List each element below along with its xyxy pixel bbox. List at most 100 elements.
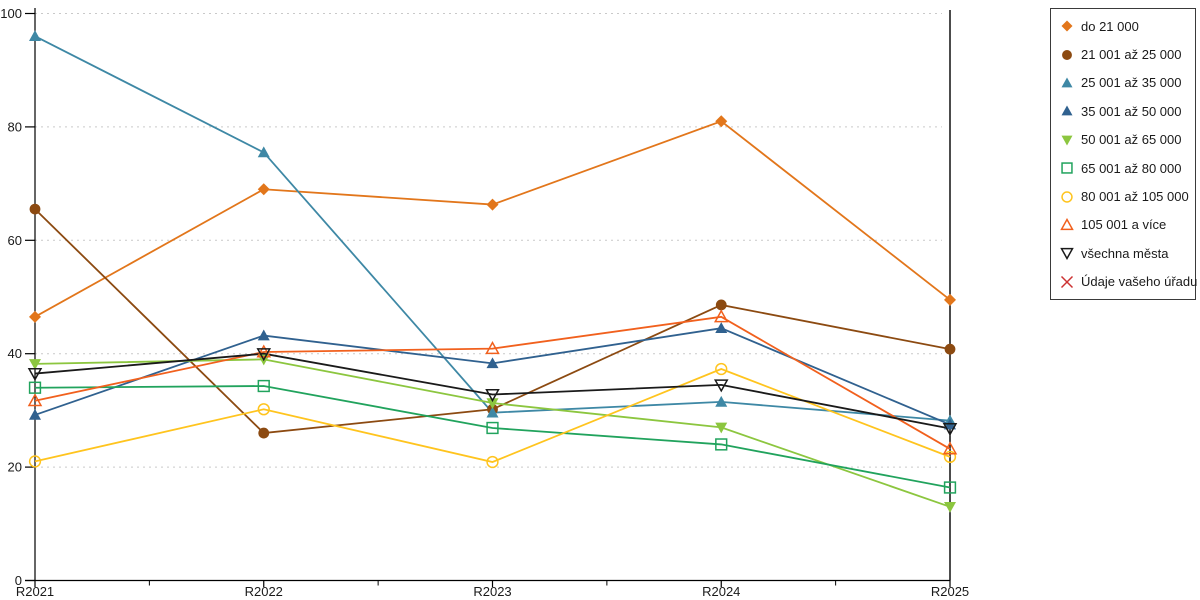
data-point-s8-R2021	[27, 367, 43, 382]
y-tick-label: 60	[8, 233, 22, 248]
circle-marker-icon	[28, 455, 42, 468]
triangle-down-marker-icon	[27, 367, 43, 382]
triangle-up-marker-icon	[256, 344, 272, 358]
legend-item-8: všechna města	[1051, 239, 1195, 267]
triangle-down-marker-icon	[713, 379, 729, 393]
data-point-s3-R2024	[715, 322, 728, 333]
legend-item-9: Údaje vašeho úřadu	[1051, 268, 1198, 296]
data-point-s6-R2024	[715, 362, 728, 376]
data-point-s8-R2022	[256, 348, 272, 362]
data-point-s5-R2023	[486, 421, 499, 435]
diamond-marker-icon	[944, 293, 956, 306]
x-tick-label: R2023	[473, 584, 511, 599]
legend-item-4: 50 001 až 65 000	[1051, 126, 1195, 154]
circle-marker-icon	[715, 299, 727, 311]
x-tick-label: R2022	[245, 584, 283, 599]
square-marker-icon	[943, 481, 957, 494]
legend-item-label: Údaje vašeho úřadu	[1081, 274, 1198, 290]
triangle-down-marker-icon	[1061, 135, 1073, 146]
data-point-s5-R2024	[715, 438, 728, 451]
data-point-s7-R2025	[942, 441, 958, 455]
legend-marker-icon	[1061, 105, 1073, 116]
data-point-s7-R2024	[713, 309, 729, 323]
data-point-s6-R2023	[486, 455, 499, 469]
legend-item-7: 105 001 a více	[1051, 211, 1195, 239]
triangle-down-marker-icon	[944, 501, 956, 513]
x-tick-label: R2025	[931, 584, 969, 599]
data-point-s1-R2024	[715, 299, 727, 311]
data-point-s5-R2021	[28, 381, 42, 394]
square-marker-icon	[257, 379, 270, 393]
triangle-up-marker-icon	[713, 309, 729, 323]
data-point-s2-R2021	[29, 30, 41, 41]
legend-item-label: do 21 000	[1081, 18, 1139, 34]
y-tick-label: 0	[15, 573, 22, 588]
legend-item-label: 80 001 až 105 000	[1081, 189, 1189, 205]
triangle-up-marker-icon	[486, 357, 499, 369]
legend-item-label: 65 001 až 80 000	[1081, 160, 1182, 176]
data-point-s3-R2022	[257, 329, 270, 341]
legend-marker-icon	[1061, 20, 1073, 32]
triangle-up-marker-icon	[257, 146, 270, 158]
data-point-s5-R2022	[257, 379, 270, 393]
legend-item-label: 50 001 až 65 000	[1081, 132, 1182, 148]
data-point-s0-R2021	[29, 310, 41, 323]
legend-item-label: všechna města	[1081, 245, 1169, 261]
circle-marker-icon	[258, 427, 270, 439]
legend-item-0: do 21 000	[1051, 12, 1195, 40]
legend-item-label: 21 001 až 25 000	[1081, 47, 1182, 63]
series-line-6	[34, 368, 951, 463]
legend-item-label: 25 001 až 35 000	[1081, 75, 1182, 91]
data-point-s4-R2021	[29, 359, 41, 370]
triangle-down-marker-icon	[486, 398, 499, 410]
data-point-s0-R2022	[257, 183, 270, 196]
triangle-up-marker-icon	[29, 408, 41, 420]
triangle-down-marker-icon	[942, 422, 958, 437]
triangle-up-marker-icon	[715, 395, 728, 407]
circle-marker-icon	[29, 203, 41, 215]
legend-item-5: 65 001 až 80 000	[1051, 154, 1195, 182]
y-tick-label: 100	[0, 6, 22, 21]
triangle-up-marker-icon	[715, 322, 728, 333]
circle-marker-icon	[1062, 49, 1072, 60]
triangle-down-marker-icon	[1060, 248, 1074, 261]
x-tick-label: R2021	[16, 584, 54, 599]
data-point-s8-R2025	[942, 422, 958, 437]
y-tick-label: 20	[8, 460, 22, 475]
triangle-up-marker-icon	[1060, 217, 1074, 231]
data-point-s6-R2021	[28, 455, 42, 468]
data-point-s8-R2024	[713, 379, 729, 393]
circle-marker-icon	[1061, 190, 1073, 203]
data-point-s4-R2024	[715, 422, 728, 434]
data-point-s3-R2021	[29, 408, 41, 420]
data-point-s6-R2022	[257, 403, 270, 416]
legend-marker-icon	[1061, 135, 1073, 146]
triangle-up-marker-icon	[257, 329, 270, 341]
data-point-s6-R2025	[943, 450, 957, 464]
data-point-s0-R2024	[715, 115, 728, 128]
series-line-8	[34, 352, 951, 430]
triangle-down-marker-icon	[29, 359, 41, 370]
y-tick-label: 40	[8, 346, 22, 361]
data-point-s3-R2023	[486, 357, 499, 369]
diamond-marker-icon	[715, 115, 728, 128]
data-point-s2-R2024	[715, 395, 728, 407]
circle-marker-icon	[486, 455, 499, 469]
data-point-s0-R2025	[944, 293, 956, 306]
data-point-s4-R2025	[944, 501, 956, 513]
legend-item-6: 80 001 až 105 000	[1051, 182, 1195, 210]
triangle-up-marker-icon	[1061, 105, 1073, 116]
data-point-s1-R2021	[29, 203, 41, 215]
data-point-s2-R2023	[486, 406, 499, 418]
square-marker-icon	[1061, 162, 1073, 174]
triangle-up-marker-icon	[29, 30, 41, 41]
series-line-5	[34, 385, 951, 489]
circle-marker-icon	[943, 450, 957, 464]
legend-marker-icon	[1062, 49, 1072, 60]
x-marker-icon	[1060, 275, 1074, 288]
legend-item-2: 25 001 až 35 000	[1051, 69, 1195, 97]
data-point-s1-R2022	[258, 427, 270, 439]
diamond-marker-icon	[29, 310, 41, 323]
data-point-s4-R2023	[486, 398, 499, 410]
